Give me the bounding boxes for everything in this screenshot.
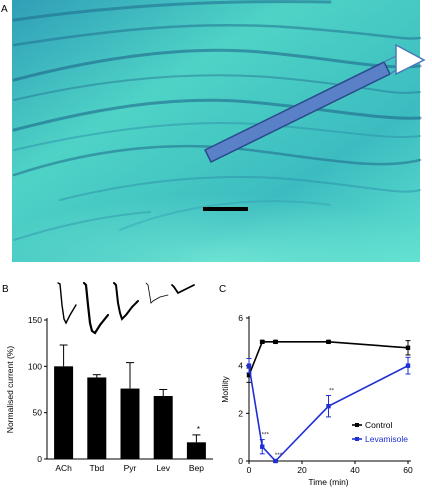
- bar: [153, 395, 173, 459]
- bar: [120, 388, 140, 459]
- line-chart-marks: ********: [246, 339, 411, 464]
- bar-y-tick-label: 150: [28, 315, 42, 325]
- legend-marker: [355, 423, 359, 427]
- series-point: [246, 363, 252, 368]
- legend-marker: [355, 437, 359, 441]
- series-point: [326, 339, 331, 345]
- series-point: [405, 345, 411, 350]
- scale-bar: [203, 207, 248, 211]
- bar-category-label: Tbd: [89, 463, 104, 473]
- bar-y-tick-label: 50: [33, 408, 43, 418]
- line-series-1: ********: [246, 356, 411, 464]
- line-y-tick-label: 0: [238, 456, 243, 466]
- bar-category-label: Bep: [189, 463, 204, 473]
- panel-b-letter: B: [2, 284, 9, 295]
- series-significance: **: [329, 387, 335, 394]
- panel-c-letter: C: [219, 284, 226, 295]
- micrograph-panel: A: [1, 0, 426, 262]
- legend-label: Levamisole: [365, 434, 408, 444]
- bar-y-tick-label: 100: [28, 361, 42, 371]
- line-x-axis-label: Time (min): [308, 477, 348, 487]
- panel-a-letter: A: [1, 4, 8, 15]
- line-y-tick-label: 4: [238, 361, 243, 371]
- series-significance: ***: [261, 432, 269, 439]
- bar-category-label: Pyr: [124, 463, 137, 473]
- line-x-tick-label: 20: [297, 465, 307, 475]
- series-point: [405, 363, 411, 368]
- bar-category-label: ACh: [55, 463, 72, 473]
- current-traces: [57, 281, 195, 335]
- line-y-tick-label: 6: [238, 313, 243, 323]
- bar-y-axis-label: Normalised current (%): [5, 346, 15, 434]
- series-point: [326, 403, 331, 409]
- micrograph-glow: [12, 150, 420, 262]
- legend-label: Control: [365, 420, 393, 430]
- bar-chart: B 0 50 100 150 ACh Tbd Pyr Lev Bep * Normalised …: [2, 281, 213, 473]
- series-significance: ***: [275, 452, 283, 459]
- trace-lev: [145, 282, 169, 304]
- tissue-striations: [12, 0, 422, 241]
- line-x-tick-label: 60: [403, 465, 413, 475]
- bar-category-label: Lev: [156, 463, 170, 473]
- trace-pyr: [113, 282, 139, 321]
- bar: [87, 377, 107, 459]
- bar: [186, 442, 206, 459]
- trace-bep: [171, 284, 195, 295]
- series-point: [273, 339, 278, 345]
- line-x-tick-label: 0: [247, 465, 252, 475]
- series-point: [260, 339, 265, 345]
- bar-significance: *: [197, 425, 200, 434]
- electrode-holder: [395, 43, 426, 76]
- bar: [54, 366, 74, 459]
- line-series-0: [246, 339, 411, 383]
- bar-chart-axes: 0 50 100 150 ACh Tbd Pyr Lev Bep: [28, 315, 213, 473]
- series-line: [248, 341, 409, 376]
- series-point: [260, 444, 265, 449]
- line-y-tick-label: 2: [238, 408, 243, 418]
- line-y-axis-label: Motility: [220, 376, 230, 403]
- trace-tbd: [82, 281, 110, 335]
- line-x-tick-label: 40: [350, 465, 360, 475]
- bar-chart-marks: *: [54, 344, 206, 459]
- line-chart-legend: Control Levamisole: [352, 420, 408, 444]
- trace-ach: [57, 282, 77, 325]
- series-point: [273, 458, 278, 464]
- series-point: [246, 373, 252, 378]
- bar-y-tick-label: 0: [37, 454, 42, 464]
